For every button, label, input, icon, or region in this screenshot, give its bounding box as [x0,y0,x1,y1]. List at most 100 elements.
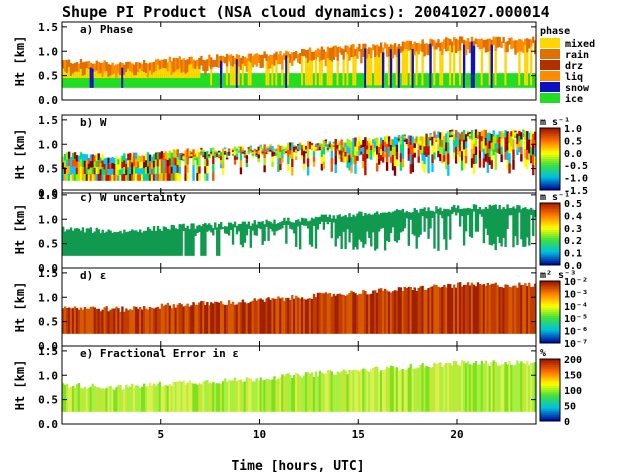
colorbar-band [540,165,560,168]
eps-cell [427,288,430,334]
phase-liq [356,47,359,59]
w-cell [427,137,430,147]
phase-liq [174,57,177,72]
phase-liq [182,58,185,72]
w-cell [490,160,493,169]
w-cell [275,151,278,154]
w-cell [352,157,355,164]
eps-cell [160,303,164,334]
w-unc-cell [427,207,430,239]
err-cell [439,362,442,412]
colorbar-band [540,373,560,377]
phase-snow [91,68,94,88]
w-cell [374,138,377,142]
phase-liq [251,55,254,68]
w-cell [93,174,96,181]
w-cell [269,148,272,150]
w-cell [220,160,223,165]
w-cell [318,142,322,145]
phase-mixed [188,64,191,79]
phase-liq [172,57,175,73]
eps-cell [263,301,266,334]
phase-liq [445,37,448,52]
w-cell [306,141,310,150]
colorbar-tick-label: 0.0 [564,149,582,160]
eps-cell [227,300,231,334]
err-cell [316,376,320,412]
w-cell [397,136,401,139]
phase-liq [299,53,302,64]
err-cell [334,374,337,412]
err-cell [178,380,181,412]
w-cell [399,144,403,154]
w-cell [158,173,162,181]
w-cell [158,159,162,167]
phase-liq [486,38,489,53]
w-cell [498,131,501,138]
eps-cell [275,298,278,334]
w-unc-cell [455,208,458,216]
eps-cell [389,292,393,334]
phase-ice [184,73,187,88]
phase-ice [135,73,138,88]
phase-mixed [144,73,148,79]
w-cell [121,174,124,181]
err-cell [352,370,355,412]
phase-liq [306,49,310,63]
w-cell [87,175,91,181]
w-cell [522,135,525,137]
w-cell [300,148,304,152]
phase-ice [316,73,320,88]
w-cell [439,153,442,162]
w-cell [267,151,270,154]
eps-cell [225,305,229,334]
err-cell [127,387,130,412]
colorbar-band [540,367,560,370]
w-cell [476,131,480,134]
w-unc-cell [135,230,138,256]
w-cell [379,149,383,156]
phase-liq [417,42,420,55]
eps-cell [172,304,175,334]
w-cell [338,154,341,160]
colorbar-tick-label: -1.0 [564,174,588,185]
w-cell [95,174,98,181]
w-unc-cell [247,221,251,229]
eps-cell [328,292,331,334]
w-cell [75,161,79,168]
phase-ice [182,73,185,88]
phase-ice [516,73,519,88]
w-cell [281,158,284,163]
phase-ice [522,73,525,88]
phase-liq [117,63,120,74]
w-cell [354,137,357,147]
w-cell [445,133,448,143]
err-cell [308,373,312,412]
eps-cell [253,298,256,334]
w-cell [125,163,128,170]
data-field [62,204,537,256]
w-cell [241,146,245,149]
w-cell [269,146,272,149]
w-cell [376,154,379,164]
err-cell [453,360,456,412]
w-cell [267,148,270,151]
err-cell [496,365,499,412]
w-unc-cell [316,217,320,230]
w-cell [381,145,385,152]
w-cell [198,159,201,167]
w-cell [237,151,241,153]
w-cell [188,156,191,159]
w-cell [478,149,482,159]
eps-cell [443,284,446,334]
w-cell [239,160,243,168]
phase-ice [123,73,126,88]
err-cell [241,381,245,412]
w-cell [225,152,229,154]
phase-liq [233,57,237,65]
w-cell [291,167,294,176]
err-cell [180,381,183,412]
eps-cell [77,309,81,334]
phase-liq [135,62,138,76]
phase-mixed [271,64,274,86]
